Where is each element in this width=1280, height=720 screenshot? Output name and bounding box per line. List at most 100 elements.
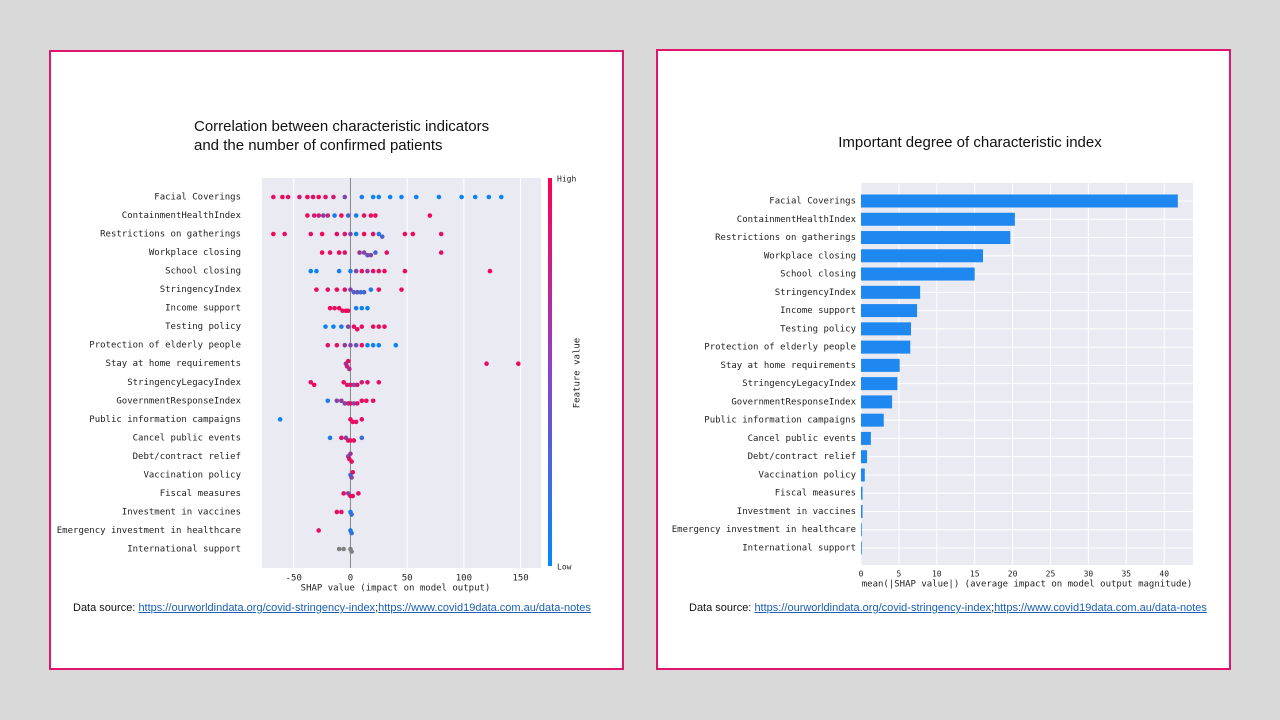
dot	[368, 287, 374, 292]
dot	[413, 194, 419, 200]
dot	[348, 451, 353, 457]
dot	[308, 268, 314, 274]
dot	[308, 231, 314, 237]
row-label: Emergency investment in healthcare	[57, 526, 241, 536]
dot	[334, 342, 340, 348]
bar	[861, 285, 921, 299]
dot	[336, 250, 342, 255]
plot-area	[262, 178, 541, 568]
dot	[354, 382, 360, 388]
source-separator: ;	[991, 602, 995, 614]
row-label: StringencyLegacyIndex	[127, 378, 241, 388]
y-tick-label: Testing policy	[780, 324, 856, 334]
dot	[316, 213, 322, 218]
x-tick-label: 50	[402, 574, 413, 584]
dot	[379, 234, 385, 239]
dot	[334, 287, 340, 292]
dot	[410, 231, 416, 237]
dot	[370, 194, 376, 200]
dot	[387, 194, 393, 200]
y-tick-label: Cancel public events	[748, 434, 856, 444]
x-axis-label: SHAP value (impact on model output)	[301, 584, 491, 594]
y-tick-label: School closing	[780, 270, 856, 280]
dot	[325, 342, 331, 348]
bar	[861, 486, 863, 500]
dot	[305, 194, 310, 200]
dot	[357, 250, 362, 255]
source-link[interactable]: https://www.covid19data.com.au/data-note…	[378, 602, 591, 614]
dot	[339, 398, 344, 404]
dot	[331, 324, 336, 329]
dot	[427, 213, 433, 218]
dot	[319, 231, 325, 237]
dot	[314, 287, 319, 292]
y-tick-label: Income support	[780, 306, 856, 316]
y-tick-label: Workplace closing	[764, 251, 856, 261]
dot	[341, 491, 346, 496]
row-label: Fiscal measures	[160, 489, 241, 499]
colorbar-label: Feature value	[573, 338, 583, 408]
dot	[365, 379, 370, 385]
dot	[332, 305, 337, 311]
x-tick-label: 0	[348, 574, 353, 584]
x-tick-label: 15	[970, 570, 980, 579]
x-axis-label: mean(|SHAP value|) (average impact on mo…	[862, 580, 1193, 590]
row-label: Restrictions on gatherings	[100, 230, 241, 240]
dot	[361, 213, 367, 218]
dot	[331, 194, 336, 200]
bar	[861, 523, 862, 537]
dot	[350, 469, 356, 475]
source-link[interactable]: https://ourworldindata.org/covid-stringe…	[754, 602, 992, 614]
y-tick-label: Fiscal measures	[775, 489, 856, 499]
dot	[376, 287, 382, 292]
dot	[486, 194, 492, 200]
dot	[320, 213, 326, 218]
dot	[354, 401, 360, 406]
dot	[323, 324, 328, 329]
bar	[861, 450, 868, 464]
dot	[368, 213, 374, 218]
dot	[342, 194, 348, 200]
dot	[349, 530, 354, 536]
source-label: Data source:	[73, 602, 136, 614]
dot	[349, 459, 354, 464]
dot	[305, 213, 310, 218]
dot	[339, 324, 344, 329]
x-tick-label: 20	[1008, 570, 1018, 579]
dot	[282, 231, 287, 237]
dot	[376, 194, 382, 200]
bar	[861, 249, 984, 263]
dot	[376, 231, 382, 237]
dot	[271, 194, 276, 200]
dot	[472, 194, 478, 200]
dot	[277, 417, 283, 422]
source-link[interactable]: https://www.covid19data.com.au/data-note…	[994, 602, 1207, 614]
y-tick-label: Emergency investment in healthcare	[672, 525, 856, 535]
dot	[311, 382, 317, 388]
dot	[345, 308, 351, 314]
source-label: Data source:	[689, 602, 752, 614]
dot	[327, 250, 333, 255]
dot	[370, 268, 376, 274]
source-separator: ;	[375, 602, 379, 614]
chart-title: Important degree of characteristic index	[838, 134, 1102, 151]
dot	[345, 358, 351, 364]
x-tick-label: 35	[1121, 570, 1131, 579]
source-link[interactable]: https://ourworldindata.org/covid-stringe…	[138, 602, 376, 614]
dot	[359, 268, 365, 274]
dot	[358, 289, 363, 295]
dot	[342, 401, 348, 406]
dot	[339, 509, 344, 515]
dot	[359, 305, 365, 311]
dot	[351, 438, 357, 443]
dot	[365, 305, 370, 311]
source-note: Data source: https://ourworldindata.org/…	[73, 602, 597, 618]
dot	[348, 342, 353, 348]
dot	[361, 250, 367, 255]
dot	[342, 342, 348, 348]
row-label: School closing	[165, 267, 241, 277]
row-label: Testing policy	[165, 322, 241, 332]
row-label: Investment in vaccines	[122, 507, 241, 517]
dot	[311, 213, 317, 218]
